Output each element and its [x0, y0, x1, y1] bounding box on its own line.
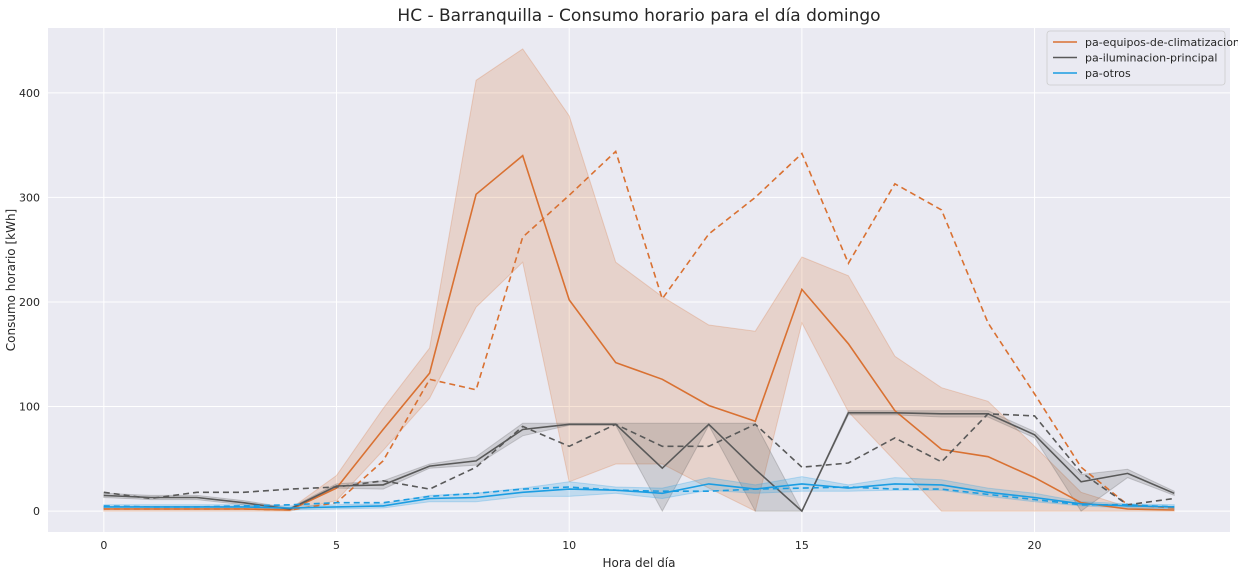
legend-label: pa-iluminacion-principal [1085, 52, 1217, 65]
plot-background [48, 28, 1230, 532]
x-tick-label: 0 [100, 539, 107, 552]
y-tick-label: 200 [19, 296, 40, 309]
x-axis-label: Hora del día [603, 556, 676, 570]
y-tick-label: 0 [33, 505, 40, 518]
reference-line [103, 412, 1175, 506]
series-line [103, 483, 1175, 509]
legend-box [1046, 30, 1226, 86]
reference-line [103, 486, 1175, 508]
series-line [103, 154, 1175, 511]
x-tick-label: 5 [333, 539, 340, 552]
gridlines [48, 28, 1230, 532]
legend-label: pa-otros [1085, 67, 1131, 80]
legend: pa-equipos-de-climatizacion pa-iluminacio… [1046, 30, 1238, 86]
y-axis-label: Consumo horario [kWh] [4, 209, 18, 351]
y-tick-label: 100 [19, 401, 40, 414]
confidence-band [103, 48, 1175, 512]
y-tick-label: 400 [19, 87, 40, 100]
confidence-band [103, 410, 1175, 513]
chart-title: HC - Barranquilla - Consumo horario para… [397, 6, 880, 26]
x-tick-label: 20 [1028, 539, 1042, 552]
x-tick-label: 10 [562, 539, 576, 552]
series-lines [103, 149, 1175, 513]
x-tick-label: 15 [795, 539, 809, 552]
reference-line [103, 149, 1175, 511]
legend-label: pa-equipos-de-climatizacion [1085, 36, 1238, 49]
y-tick-label: 300 [19, 191, 40, 204]
